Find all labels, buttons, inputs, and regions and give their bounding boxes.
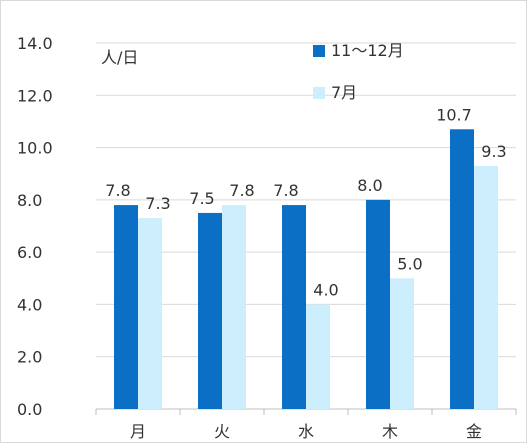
y-tick-label-4.0: 4.0 (17, 295, 42, 314)
data-label-0-3: 8.0 (357, 176, 382, 195)
y-tick-label-8.0: 8.0 (17, 191, 42, 210)
data-label-1-4: 9.3 (481, 142, 506, 161)
data-label-1-2: 4.0 (313, 280, 338, 299)
data-label-0-0: 7.8 (105, 181, 130, 200)
bar-1-0 (138, 218, 162, 409)
bar-1-4 (474, 165, 498, 409)
bar-0-4 (450, 129, 474, 409)
data-label-layer: 7.8 7.3 7.5 7.8 7.8 4.0 8.0 5.0 10.7 9.3 (105, 105, 506, 299)
legend-label-1: 7月 (331, 83, 357, 102)
data-label-1-0: 7.3 (145, 194, 170, 213)
legend-swatch-0 (313, 45, 325, 57)
unit-label: 人/日 (101, 48, 138, 67)
bar-layer (114, 129, 498, 409)
data-label-0-1: 7.5 (189, 189, 214, 208)
data-label-1-3: 5.0 (397, 254, 422, 273)
data-label-0-4: 10.7 (436, 105, 472, 124)
x-tick-label-3: 木 (382, 422, 398, 441)
x-tick-label-1: 火 (214, 422, 230, 441)
bar-1-3 (390, 278, 414, 409)
data-label-0-2: 7.8 (273, 181, 298, 200)
legend: 11〜12月 7月 (313, 41, 404, 102)
y-tick-label-0.0: 0.0 (17, 400, 42, 419)
x-tick-label-0: 月 (130, 422, 146, 441)
y-tick-label-10.0: 10.0 (17, 139, 53, 158)
axis-layer: 0.0 2.0 4.0 6.0 8.0 10.0 12.0 14.0 月 火 水 木 金 (17, 34, 517, 441)
data-label-1-1: 7.8 (229, 181, 254, 200)
bar-0-0 (114, 205, 138, 409)
bar-0-2 (282, 205, 306, 409)
bar-0-1 (198, 212, 222, 409)
legend-label-0: 11〜12月 (331, 41, 404, 60)
bar-1-2 (306, 304, 330, 409)
y-tick-label-6.0: 6.0 (17, 243, 42, 262)
y-tick-label-14.0: 14.0 (17, 34, 53, 53)
bar-0-3 (366, 199, 390, 409)
x-tick-label-4: 金 (466, 422, 482, 441)
y-tick-label-2.0: 2.0 (17, 348, 42, 367)
y-tick-label-12.0: 12.0 (17, 86, 53, 105)
legend-swatch-1 (313, 87, 325, 99)
x-tick-label-2: 水 (298, 422, 314, 441)
bar-1-1 (222, 205, 246, 409)
